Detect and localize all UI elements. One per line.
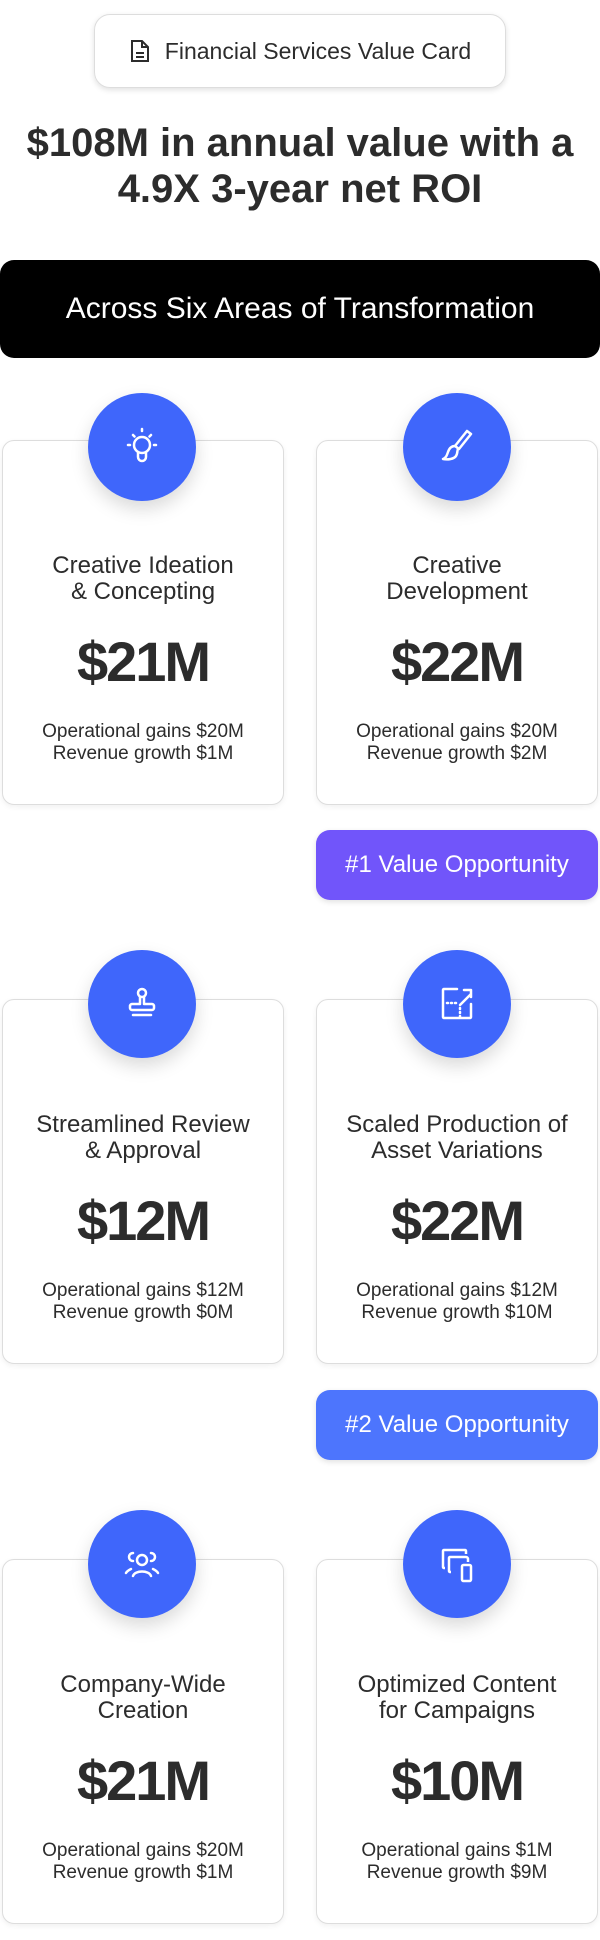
card-details: Operational gains $12M Revenue growth $10… <box>356 1280 558 1323</box>
pill-label: Financial Services Value Card <box>164 37 472 64</box>
card-value: $22M <box>390 630 525 693</box>
value-card: Company-Wide Creation $21M Operational ga… <box>2 1559 284 1924</box>
document-icon <box>130 40 149 62</box>
headline-line1: in annual value with a <box>148 121 574 165</box>
value-card: Streamlined Review & Approval $12M Operat… <box>2 999 284 1364</box>
value-card: Optimized Content for Campaigns $10M Oper… <box>316 1559 598 1924</box>
card-details: Operational gains $1M Revenue growth $9M <box>361 1840 553 1883</box>
value-opportunity-badge-1: #1 Value Opportunity <box>316 830 598 900</box>
value-card-pill[interactable]: Financial Services Value Card <box>94 14 506 88</box>
card-value: $10M <box>390 1749 525 1812</box>
card-title: Optimized Content for Campaigns <box>357 1671 557 1724</box>
users-icon <box>88 1510 196 1618</box>
card-value: $22M <box>390 1189 525 1252</box>
card-value: $21M <box>76 1749 211 1812</box>
value-card: Creative Development $22M Operational gai… <box>316 440 598 805</box>
devices-icon <box>403 1510 511 1618</box>
headline-amount: $108M <box>26 121 149 165</box>
card-title: Scaled Production of Asset Variations <box>346 1111 568 1164</box>
card-details: Operational gains $12M Revenue growth $0M <box>42 1280 244 1323</box>
card-title: Creative Development <box>386 552 528 605</box>
section-banner: Across Six Areas of Transformation <box>0 260 600 358</box>
lightbulb-icon <box>88 393 196 501</box>
card-value: $21M <box>76 630 211 693</box>
card-title: Creative Ideation & Concepting <box>52 552 234 605</box>
page-title: $108M in annual value with a 4.9X 3-year… <box>0 120 600 212</box>
card-title: Company-Wide Creation <box>60 1671 226 1724</box>
card-title: Streamlined Review & Approval <box>36 1111 250 1164</box>
card-details: Operational gains $20M Revenue growth $2M <box>356 721 558 764</box>
card-value: $12M <box>76 1189 211 1252</box>
resize-icon <box>403 950 511 1058</box>
value-opportunity-badge-2: #2 Value Opportunity <box>316 1390 598 1460</box>
headline-line2: 4.9X 3-year net ROI <box>117 167 483 211</box>
banner-label: Across Six Areas of Transformation <box>65 292 535 325</box>
card-details: Operational gains $20M Revenue growth $1M <box>42 721 244 764</box>
value-card: Scaled Production of Asset Variations $22… <box>316 999 598 1364</box>
stamp-icon <box>88 950 196 1058</box>
card-details: Operational gains $20M Revenue growth $1M <box>42 1840 244 1883</box>
paintbrush-icon <box>403 393 511 501</box>
